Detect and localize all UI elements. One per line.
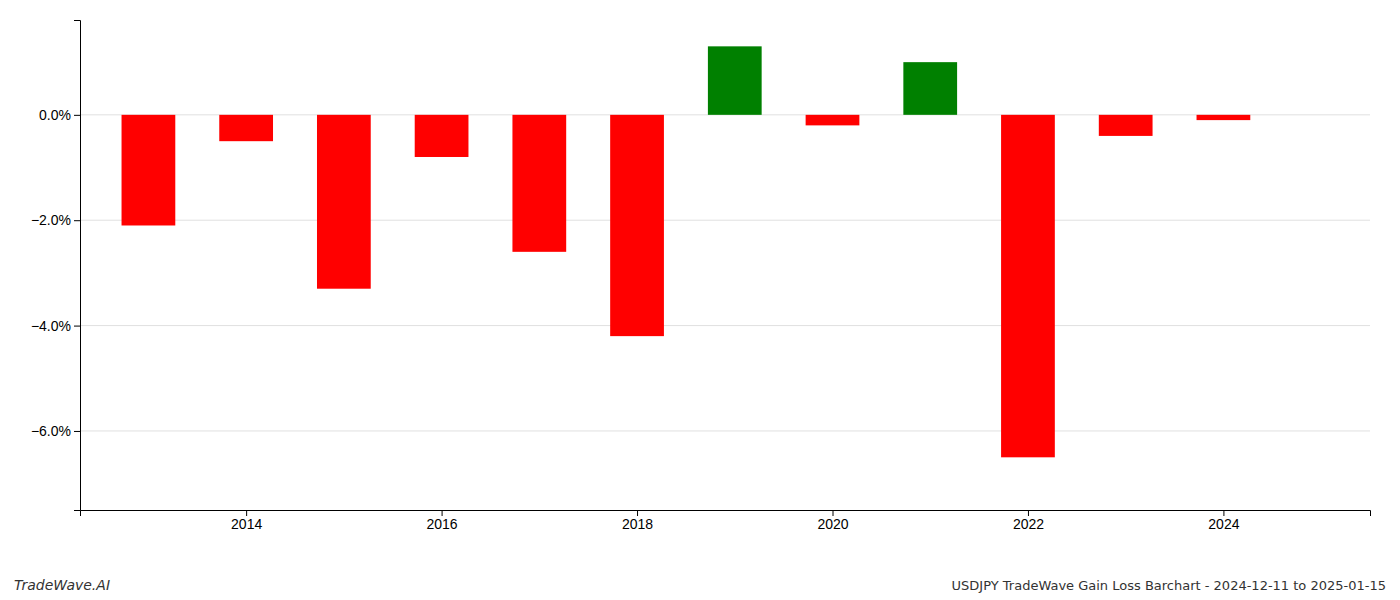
x-tick: 2014 [231,510,262,532]
y-tick: −4.0% [31,318,80,334]
grid-line [80,220,1370,221]
grid [80,115,1370,431]
bar [1001,115,1055,457]
y-tick-label: 0.0% [39,107,71,123]
y-tick-label: −6.0% [31,423,71,439]
x-tick: 2024 [1208,510,1239,532]
plot: 2014 2016 2018 2020 2022 2024 −6.0% −4.0% −2.0% 0… [31,21,1371,532]
y-axis: −6.0% −4.0% −2.0% 0.0% [31,21,81,511]
y-tick: −2.0% [31,212,80,228]
x-tick-label: 2020 [817,516,848,532]
bar [122,115,176,226]
grid-line [80,325,1370,326]
y-tick-mark [74,326,80,327]
grid-line [80,430,1370,431]
y-tick-label: −4.0% [31,318,71,334]
bar [415,115,469,157]
x-tick: 2016 [427,510,458,532]
bars [122,46,1251,457]
x-tick: 2022 [1013,510,1044,532]
y-tick-label: −2.0% [31,212,71,228]
x-tick-label: 2024 [1208,516,1239,532]
bar [219,115,273,141]
y-tick-mark [74,220,80,221]
bar [610,115,664,336]
x-tick-label: 2016 [427,516,458,532]
x-tick-label: 2022 [1013,516,1044,532]
x-tick-label: 2014 [231,516,262,532]
bar [708,46,762,114]
y-axis-line [74,21,81,511]
x-tick-label: 2018 [622,516,653,532]
bar [806,115,860,126]
y-tick: 0.0% [39,107,80,123]
chart: 2014 2016 2018 2020 2022 2024 −6.0% −4.0% −2.0% 0… [0,0,1400,600]
title: USDJPY TradeWave Gain Loss Barchart - 20… [952,578,1386,593]
bar [317,115,371,289]
y-tick-mark [74,115,80,116]
y-tick: −6.0% [31,423,80,439]
bar [903,62,957,115]
y-tick-mark [74,431,80,432]
x-axis: 2014 2016 2018 2020 2022 2024 [81,510,1371,532]
x-axis-line [81,511,1371,517]
bar [1197,115,1251,120]
bar [512,115,566,252]
watermark: TradeWave.AI [14,577,110,593]
bar [1099,115,1153,136]
x-tick: 2018 [622,510,653,532]
x-tick: 2020 [817,510,848,532]
